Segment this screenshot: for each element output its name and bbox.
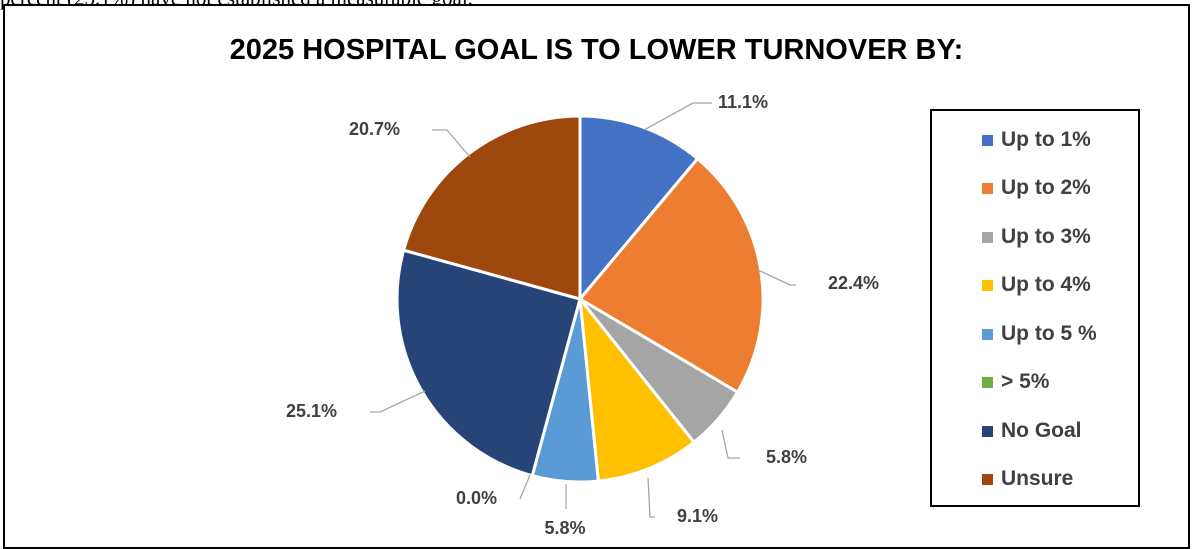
legend-label: No Goal	[1001, 419, 1082, 442]
legend-item-up-to-3: Up to 3%	[982, 222, 1091, 252]
legend-swatch	[982, 328, 993, 340]
legend-swatch	[982, 376, 993, 388]
leader-line-up-to-1	[643, 102, 712, 131]
pie-slice-no-goal	[395, 248, 582, 478]
legend-item-unsure: Unsure	[982, 464, 1073, 494]
legend-label: Up to 4%	[1001, 273, 1091, 296]
data-label-5: 0.0%	[456, 488, 497, 508]
legend-swatch	[982, 425, 993, 437]
legend-label: > 5%	[1001, 370, 1050, 393]
legend-swatch	[982, 231, 993, 243]
leader-line-unsure	[432, 129, 471, 158]
legend-item-over-5: > 5%	[982, 367, 1049, 397]
data-labels: 11.1% 22.4% 5.8% 9.1% 5.8% 0.0% 25.1% 20.7%	[286, 92, 879, 538]
data-label-unsure: 20.7%	[349, 119, 400, 139]
legend-swatch	[982, 279, 993, 291]
pie-slice-up-to-1	[578, 114, 700, 304]
pie-slice-unsure	[401, 114, 582, 301]
chart-title: 2025 HOSPITAL GOAL IS TO LOWER TURNOVER …	[229, 34, 964, 66]
legend-swatch	[982, 134, 993, 146]
pie-slice-up-to-4	[577, 294, 697, 483]
legend-item-no-goal: No Goal	[982, 416, 1082, 446]
leader-line-up-to-2	[757, 269, 796, 286]
data-label-up-to-5: 5.8%	[544, 518, 585, 538]
legend-item-up-to-4: Up to 4%	[982, 270, 1091, 300]
leader-line-no-goal	[370, 390, 426, 413]
leader-line-up-to-3	[721, 429, 740, 459]
data-label-up-to-4: 9.1%	[677, 506, 718, 526]
pie-slices	[395, 114, 765, 484]
legend-label: Up to 2%	[1001, 176, 1091, 199]
data-label-up-to-1: 11.1%	[718, 92, 768, 112]
data-label-up-to-3: 5.8%	[766, 447, 807, 467]
data-label-up-to-2: 22.4%	[828, 273, 879, 293]
legend-item-up-to-5: Up to 5 %	[982, 319, 1097, 349]
legend-item-up-to-2: Up to 2%	[982, 173, 1091, 203]
legend-label: Up to 5 %	[1001, 322, 1097, 345]
legend-label: Up to 3%	[1001, 225, 1091, 248]
legend: Up to 1% Up to 2% Up to 3% Up to 4% Up t…	[930, 109, 1140, 507]
leader-line-5	[519, 474, 531, 500]
legend-item-up-to-1: Up to 1%	[982, 125, 1091, 155]
data-label-no-goal: 25.1%	[286, 401, 337, 421]
legend-swatch	[982, 473, 993, 485]
legend-swatch	[982, 182, 993, 194]
legend-label: Unsure	[1001, 467, 1074, 490]
legend-label: Up to 1%	[1001, 128, 1091, 151]
leader-line-up-to-4	[647, 477, 655, 518]
pie-slice-up-to-2	[577, 156, 765, 395]
leader-lines	[370, 102, 796, 518]
